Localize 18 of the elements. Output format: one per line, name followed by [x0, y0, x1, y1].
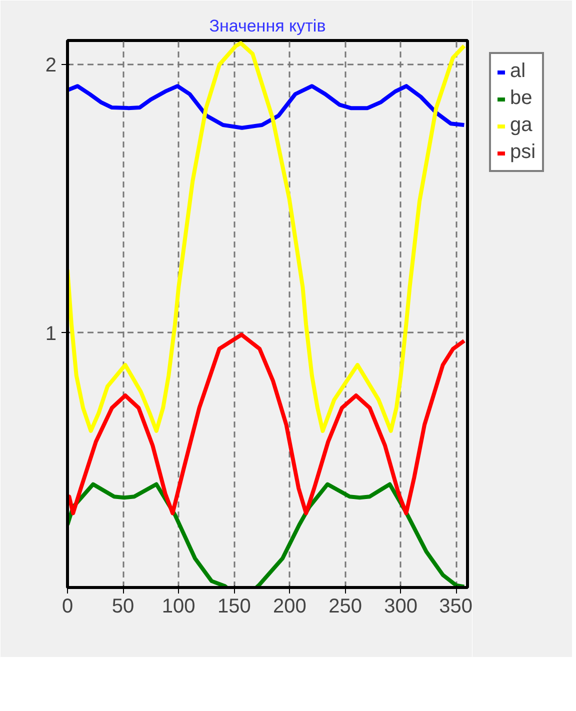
line-series [68, 332, 466, 516]
line-series [68, 84, 466, 130]
x-tick-label: 200 [273, 596, 306, 618]
x-tick-label: 0 [62, 596, 74, 618]
legend-label: be [510, 87, 532, 110]
x-tick-label: 350 [439, 596, 473, 618]
x-tick-label: 250 [328, 596, 362, 618]
chart-title: Значення кутів [209, 16, 326, 36]
x-tick-label: 50 [112, 596, 134, 618]
x-tick-label: 150 [217, 596, 251, 618]
x-tick-label: 300 [384, 596, 418, 618]
y-tick-label: 2 [45, 54, 56, 77]
x-tick-label: 100 [162, 596, 196, 618]
y-tick-label: 1 [45, 322, 56, 345]
legend-label: ga [510, 114, 532, 137]
legend-label: al [510, 60, 527, 83]
legend-label: psi [510, 141, 536, 164]
line-series [68, 41, 466, 433]
